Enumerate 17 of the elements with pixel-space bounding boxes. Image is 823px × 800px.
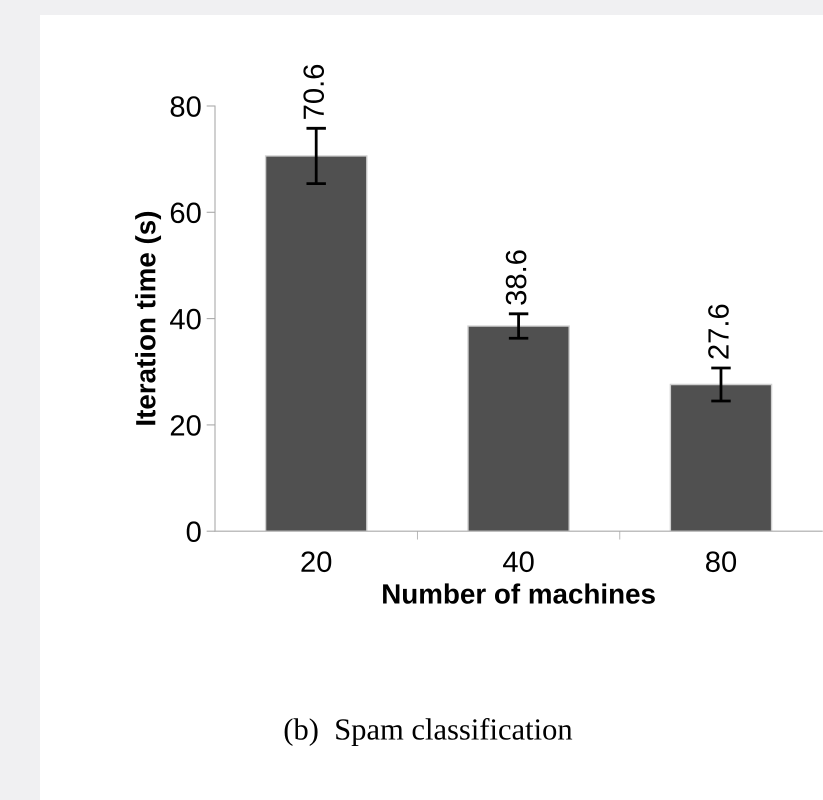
bar [264, 155, 368, 532]
text: (b) Spam classification [284, 718, 572, 746]
x-axis-title: Number of machines [383, 583, 655, 604]
bar [467, 325, 570, 532]
bar [670, 384, 772, 532]
data-label: 38.6 [506, 250, 526, 305]
y-tick-label: 40 [170, 308, 201, 330]
y-tick-label: 80 [170, 96, 201, 117]
y-axis-title: Iteration time (s) [135, 212, 162, 425]
data-label: 70.6 [303, 64, 324, 119]
y-tick-label: 0 [186, 521, 201, 542]
x-tick-label: 80 [706, 551, 736, 572]
x-tick-label: 20 [301, 551, 332, 572]
data-label: 27.6 [708, 304, 729, 359]
x-tick-label: 40 [503, 551, 534, 572]
y-tick-label: 20 [170, 415, 201, 436]
y-tick-label: 60 [170, 202, 201, 224]
